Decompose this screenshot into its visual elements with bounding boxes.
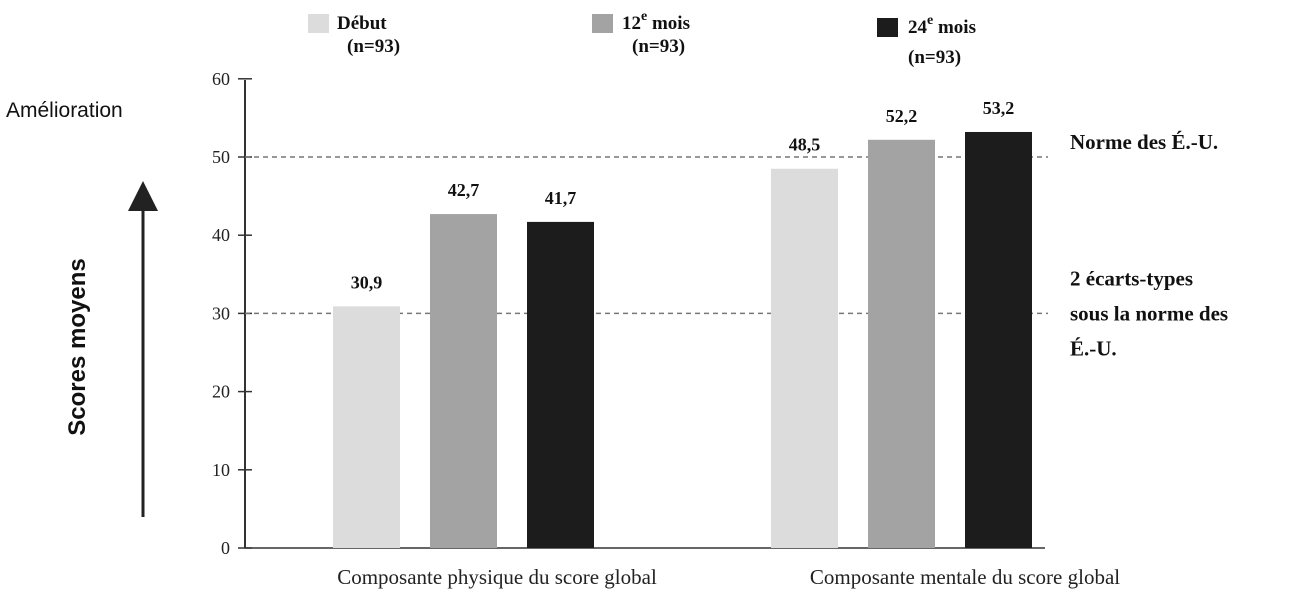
legend-n-24-mois: (n=93) — [908, 47, 961, 68]
y-tick-label: 30 — [212, 303, 230, 323]
legend-n-debut: (n=93) — [347, 36, 400, 57]
bar-2-1 — [430, 214, 497, 548]
reference-line-label: Norme des É.-U. — [1070, 130, 1218, 154]
legend-swatch-debut — [308, 14, 329, 33]
bar-3-2 — [965, 131, 1032, 548]
y-direction-label: Amélioration — [6, 99, 123, 122]
y-tick-label: 40 — [212, 225, 230, 245]
reference-line-label: sous la norme des — [1070, 301, 1228, 325]
y-tick-label: 0 — [221, 538, 230, 558]
y-tick-label: 60 — [212, 69, 230, 89]
legend-item-debut: Début (n=93) — [308, 13, 400, 57]
bar-2-2 — [868, 139, 935, 548]
y-tick-label: 20 — [212, 382, 230, 402]
bar-value-label: 42,7 — [448, 180, 480, 200]
y-ticks: 0 10 20 30 40 50 60 — [212, 69, 252, 558]
y-tick-label: 10 — [212, 460, 230, 480]
reference-line-label: É.-U. — [1070, 336, 1117, 360]
bar-value-label: 30,9 — [351, 272, 383, 292]
bar-value-label: 48,5 — [789, 135, 821, 155]
legend-item-24-mois: 24e mois (n=93) — [877, 13, 976, 68]
reference-line-label: 2 écarts-types — [1070, 266, 1193, 290]
x-category-label: Composante physique du score global — [337, 565, 657, 589]
bar-1-1 — [333, 306, 400, 548]
bar-3-1 — [527, 221, 594, 548]
legend-label-12-mois: 12e mois — [622, 9, 690, 34]
legend-swatch-12-mois — [592, 14, 613, 33]
bars: 30,9 48,5 42,7 52,2 41,7 53,2 — [333, 98, 1032, 549]
y-tick-label: 50 — [212, 147, 230, 167]
legend-label-debut: Début — [337, 13, 387, 34]
reference-lines: Norme des É.-U. 2 écarts-types sous la nor… — [245, 130, 1228, 360]
legend-item-12-mois: 12e mois (n=93) — [592, 9, 690, 57]
bar-value-label: 41,7 — [545, 188, 577, 208]
x-category-labels: Composante physique du score global Compo… — [337, 565, 1120, 589]
legend-n-12-mois: (n=93) — [632, 36, 685, 57]
bar-1-2 — [771, 168, 838, 549]
legend-label-24-mois: 24e mois — [908, 13, 976, 38]
x-category-label: Composante mentale du score global — [810, 565, 1120, 589]
legend-swatch-24-mois — [877, 18, 898, 37]
y-axis-title: Scores moyens — [64, 258, 91, 435]
bar-value-label: 52,2 — [886, 106, 918, 126]
bar-value-label: 53,2 — [983, 98, 1015, 118]
legend: Début (n=93) 12e mois (n=93) 24e mois (n… — [308, 9, 976, 68]
